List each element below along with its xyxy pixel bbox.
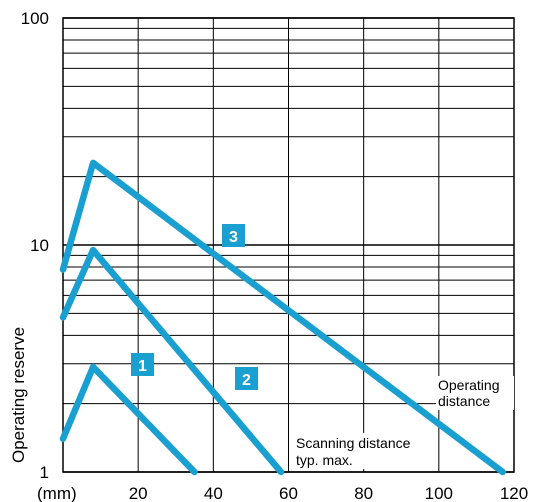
x-tick-label: 20 [129, 484, 148, 502]
y-tick-labels: 1 10 100 [21, 9, 49, 482]
annotation-scanning-distance-line2: typ. max. [296, 452, 353, 468]
annotation-operating-distance-line2: distance [438, 393, 490, 409]
x-tick-labels: 20 40 60 80 100 120 [129, 484, 528, 502]
y-tick-label: 1 [40, 463, 49, 482]
series-badge-1-label: 1 [138, 358, 147, 375]
x-axis-label: (mm) [37, 484, 77, 502]
series-badge-2-box [235, 367, 258, 390]
x-tick-label: 60 [279, 484, 298, 502]
annotation-scanning-distance-bg [294, 433, 438, 469]
series-line-3 [59, 159, 506, 476]
x-tick-label: 100 [425, 484, 453, 502]
y-axis-label: Operating reserve [9, 327, 28, 463]
series-badge-1: 1 [131, 353, 154, 376]
series-badge-2-label: 2 [242, 372, 251, 389]
annotation-scanning-distance: Scanning distance typ. max. [294, 433, 438, 469]
annotation-scanning-distance-line1: Scanning distance [296, 435, 411, 451]
series-badge-3-box [222, 224, 245, 247]
annotation-operating-distance-bg [436, 376, 514, 410]
x-tick-label: 120 [500, 484, 528, 502]
series-lines [59, 159, 506, 476]
annotation-operating-distance: Operating distance [436, 376, 514, 410]
y-tick-label: 100 [21, 9, 49, 28]
series-badge-1-box [131, 353, 154, 376]
plot-frame [62, 17, 515, 473]
x-tick-label: 80 [354, 484, 373, 502]
series-line-1 [59, 363, 198, 476]
y-tick-label: 10 [30, 236, 49, 255]
annotation-operating-distance-line1: Operating [438, 377, 499, 393]
x-tick-label: 40 [204, 484, 223, 502]
series-badge-2: 2 [235, 367, 258, 390]
series-badge-3-label: 3 [229, 229, 238, 246]
series-badge-3: 3 [222, 224, 245, 247]
series-line-2 [59, 246, 285, 476]
